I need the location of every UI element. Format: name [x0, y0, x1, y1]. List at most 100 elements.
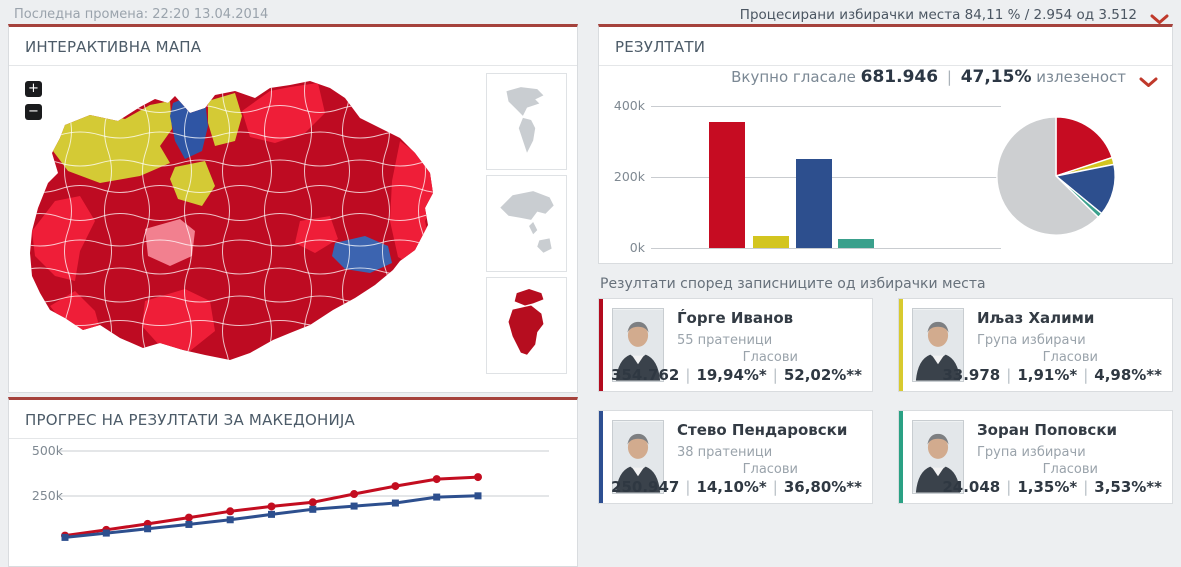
candidate-color-stripe [599, 411, 603, 503]
candidate-affiliation: Група избирачи [977, 445, 1086, 460]
progress-marker [309, 505, 317, 513]
progress-marker [474, 492, 482, 500]
separator: | [772, 478, 778, 496]
progress-marker [391, 499, 399, 507]
progress-marker [61, 533, 69, 541]
progress-panel-title: ПРОГРЕС НА РЕЗУЛТАТИ ЗА МАКЕДОНИЈА [9, 400, 577, 439]
progress-marker [144, 525, 152, 533]
turnout-votes: 681.946 [860, 67, 939, 87]
turnout-suffix: излезеност [1036, 68, 1126, 86]
candidate-card[interactable]: Стево Пендаровски 38 пратеници Гласови 2… [598, 410, 873, 504]
progress-panel: ПРОГРЕС НА РЕЗУЛТАТИ ЗА МАКЕДОНИЈА 500k 2… [8, 397, 578, 567]
candidate-card[interactable]: Зоран Поповски Група избирачи Гласови 24… [898, 410, 1173, 504]
candidate-name: Ѓорге Иванов [677, 309, 794, 327]
progress-marker [184, 513, 193, 522]
progress-marker [268, 510, 275, 518]
map-view-thumbnail-europe-africa[interactable] [486, 277, 567, 374]
bar-ytick-label: 200k [613, 169, 645, 184]
votes-percent-valid: 52,02%** [783, 366, 862, 384]
bar-ytick-label: 400k [613, 98, 645, 113]
separator: | [772, 366, 778, 384]
progress-marker [308, 498, 317, 507]
progress-marker [226, 516, 234, 524]
map-region-bright-red[interactable] [32, 83, 435, 351]
candidate-photo [612, 308, 664, 382]
separator: | [685, 478, 691, 496]
votes-label: Гласови [1042, 350, 1098, 365]
progress-ytick-label: 500k [31, 443, 63, 458]
americas-map-icon [505, 86, 543, 153]
votes-percent-electorate: 1,91%* [1017, 366, 1078, 384]
result-bar [796, 159, 832, 248]
results-bar-chart [651, 106, 1001, 248]
candidate-votes-row: 250.947 | 14,10%* | 36,80%** [611, 478, 862, 496]
turnout-percent: 47,15% [960, 67, 1032, 87]
chevron-down-icon[interactable] [1139, 73, 1158, 92]
turnout-pie-chart [994, 114, 1118, 238]
bar-ytick-label: 0k [629, 240, 645, 255]
candidate-portrait-placeholder [913, 309, 963, 381]
candidate-affiliation: Група избирачи [977, 333, 1086, 348]
results-panel: РЕЗУЛТАТИ Вкупно гласале 681.946 | 47,15… [598, 24, 1173, 264]
candidate-photo [612, 420, 664, 494]
votes-label: Гласови [1042, 462, 1098, 477]
votes-count: 33.978 [942, 366, 1001, 384]
votes-percent-valid: 3,53%** [1094, 478, 1162, 496]
map-zoom-out-button[interactable]: − [25, 104, 42, 120]
last-change-timestamp: Последна промена: 22:20 13.04.2014 [14, 7, 269, 22]
votes-percent-electorate: 14,10%* [696, 478, 767, 496]
candidate-card[interactable]: Ѓорге Иванов 55 пратеници Гласови 354.76… [598, 298, 873, 392]
candidate-photo [912, 308, 964, 382]
candidate-name: Стево Пендаровски [677, 421, 848, 439]
pie-slice [1054, 163, 1116, 215]
processed-polling-stations: Процесирани избирачки места 84,11 % / 2.… [739, 7, 1137, 23]
progress-marker [226, 507, 235, 516]
map-region-pink[interactable] [145, 219, 195, 266]
candidate-votes-row: 24.048 | 1,35%* | 3,53%** [942, 478, 1162, 496]
map-region-blue-skopje[interactable] [170, 95, 208, 159]
progress-line-chart [59, 450, 549, 541]
bar-gridline [651, 248, 1001, 249]
map-region-yellow[interactable] [53, 93, 242, 206]
candidate-name: Зоран Поповски [977, 421, 1118, 439]
result-bar [838, 239, 874, 248]
progress-ytick-label: 250k [31, 488, 63, 503]
result-bar [753, 236, 789, 248]
votes-count: 250.947 [611, 478, 680, 496]
bar-gridline [651, 106, 1001, 107]
result-bar [709, 122, 745, 248]
interactive-map-panel: ИНТЕРАКТИВНА МАПА [8, 24, 578, 393]
votes-percent-electorate: 19,94%* [696, 366, 767, 384]
progress-marker [433, 493, 441, 501]
map-view-thumbnail-americas[interactable] [486, 73, 567, 170]
asia-oceania-map-icon [499, 190, 554, 253]
votes-count: 24.048 [942, 478, 1001, 496]
map-region-blue-southeast[interactable] [332, 236, 392, 273]
candidate-color-stripe [899, 411, 903, 503]
candidate-name: Иљаз Халими [977, 309, 1095, 327]
votes-label: Гласови [742, 462, 798, 477]
progress-marker [102, 529, 110, 537]
candidate-affiliation: 55 пратеници [677, 333, 773, 348]
macedonia-choropleth-map[interactable] [20, 71, 480, 389]
candidate-card[interactable]: Иљаз Халими Група избирачи Гласови 33.97… [898, 298, 1173, 392]
map-zoom-in-button[interactable]: + [25, 81, 42, 97]
votes-percent-valid: 36,80%** [783, 478, 862, 496]
candidate-affiliation: 38 пратеници [677, 445, 773, 460]
election-dashboard: { "top_bar": { "last_change": "Последна … [8, 7, 1173, 567]
candidate-photo [912, 420, 964, 494]
chevron-down-icon[interactable] [1150, 10, 1169, 29]
candidate-color-stripe [599, 299, 603, 391]
votes-label: Гласови [742, 350, 798, 365]
candidate-votes-row: 354.762 | 19,94%* | 52,02%** [611, 366, 862, 384]
pie-slice [996, 116, 1100, 236]
candidate-portrait-placeholder [913, 421, 963, 493]
progress-marker [474, 473, 482, 482]
candidate-votes-row: 33.978 | 1,91%* | 4,98%** [942, 366, 1162, 384]
votes-percent-valid: 4,98%** [1094, 366, 1162, 384]
separator: | [685, 366, 691, 384]
map-panel-title: ИНТЕРАКТИВНА МАПА [9, 27, 577, 66]
map-view-thumbnail-asia-oceania[interactable] [486, 175, 567, 272]
turnout-prefix: Вкупно гласале [731, 68, 856, 86]
turnout-summary: Вкупно гласале 681.946 | 47,15% излезено… [731, 67, 1126, 87]
